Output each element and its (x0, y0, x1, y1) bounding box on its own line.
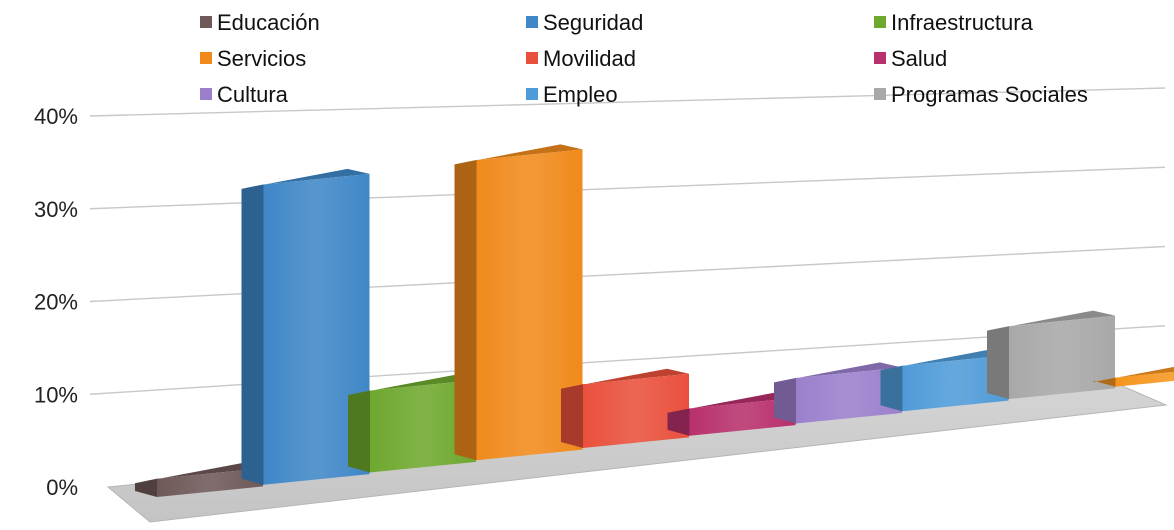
legend-swatch (200, 88, 212, 100)
legend-swatch (874, 88, 886, 100)
bar-side (881, 366, 903, 412)
legend-swatch (200, 52, 212, 64)
legend-label: Infraestructura (891, 10, 1034, 35)
legend-label: Programas Sociales (891, 82, 1088, 107)
legend-item: Empleo (526, 82, 618, 107)
legend-swatch (874, 16, 886, 28)
legend-item: Salud (874, 46, 947, 71)
bar-side (561, 384, 583, 448)
legend-label: Empleo (543, 82, 618, 107)
legend-swatch (200, 16, 212, 28)
legend-item: Educación (200, 10, 320, 35)
y-tick-label: 0% (46, 475, 78, 500)
y-tick-label: 10% (34, 382, 78, 407)
legend-swatch (526, 88, 538, 100)
legend-item: Movilidad (526, 46, 636, 71)
legend: Educación Seguridad Infraestructura Servici… (200, 10, 1088, 107)
bar-highlight (583, 374, 689, 448)
legend-swatch (526, 52, 538, 64)
legend-label: Cultura (217, 82, 289, 107)
y-tick-label: 40% (34, 104, 78, 129)
y-tick-label: 30% (34, 197, 78, 222)
legend-item: Cultura (200, 82, 289, 107)
legend-item: Programas Sociales (874, 82, 1088, 107)
legend-swatch (526, 16, 538, 28)
bar-side (987, 326, 1009, 399)
y-axis-ticks: 0% 10% 20% 30% 40% (34, 104, 78, 500)
legend-label: Movilidad (543, 46, 636, 71)
legend-item: Infraestructura (874, 10, 1034, 35)
legend-label: Salud (891, 46, 947, 71)
legend-label: Educación (217, 10, 320, 35)
bar (987, 311, 1115, 399)
bar-highlight (1009, 316, 1115, 399)
legend-item: Servicios (200, 46, 306, 71)
bar-side (242, 184, 264, 484)
bar-side (348, 391, 370, 473)
legend-label: Servicios (217, 46, 306, 71)
legend-item: Seguridad (526, 10, 643, 35)
legend-label: Seguridad (543, 10, 643, 35)
bar-side (774, 378, 796, 424)
y-tick-label: 20% (34, 290, 78, 315)
bar-side (455, 160, 477, 460)
legend-swatch (874, 52, 886, 64)
